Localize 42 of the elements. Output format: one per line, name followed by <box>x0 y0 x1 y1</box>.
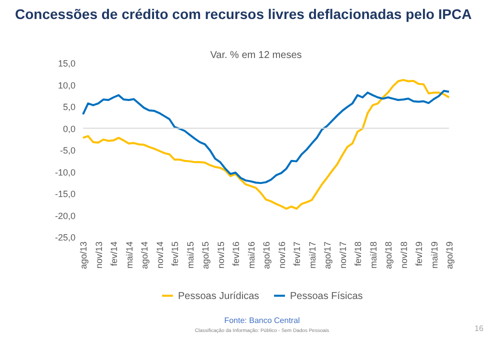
y-tick-label: 5,0 <box>62 102 76 112</box>
x-tick-label: fev/18 <box>353 242 363 266</box>
x-tick-label: fev/16 <box>231 242 241 266</box>
y-tick-label: -5,0 <box>60 146 76 156</box>
y-tick-label: -20,0 <box>54 210 76 221</box>
x-tick-label: ago/13 <box>78 242 88 270</box>
source-note: Fonte: Banco Central <box>224 316 300 325</box>
x-tick-label: fev/15 <box>170 242 180 266</box>
x-tick-label: ago/15 <box>200 242 210 270</box>
x-tick-label: mai/18 <box>368 242 378 269</box>
x-tick-label: fev/19 <box>414 242 424 266</box>
x-tick-label: nov/13 <box>94 242 104 269</box>
x-tick-label: ago/18 <box>384 242 394 270</box>
x-tick-label: ago/16 <box>262 242 272 270</box>
x-tick-label: ago/14 <box>140 242 150 270</box>
x-tick-label: nov/18 <box>398 242 409 269</box>
y-tick-label: 10,0 <box>58 80 76 90</box>
legend-label: Pessoas Físicas <box>290 290 363 302</box>
y-tick-label: 15,0 <box>58 58 76 68</box>
x-tick-label: nov/16 <box>276 242 287 269</box>
line-series <box>82 90 450 184</box>
x-tick-label: nov/15 <box>216 242 226 269</box>
y-tick-label: 0,0 <box>62 124 76 134</box>
y-tick-label: -10,0 <box>54 167 76 178</box>
y-tick-label: -25,0 <box>54 232 76 242</box>
x-tick-label: mai/19 <box>429 242 440 269</box>
x-tick-label: ago/19 <box>444 242 454 270</box>
x-tick-label: ago/17 <box>322 242 332 270</box>
x-tick-label: mai/14 <box>124 242 134 269</box>
x-tick-label: nov/17 <box>338 242 348 269</box>
y-tick-label: -15,0 <box>54 189 76 199</box>
x-tick-label: fev/17 <box>292 242 302 266</box>
x-tick-label: fev/14 <box>109 242 119 266</box>
chart-subtitle: Var. % em 12 meses <box>210 50 302 61</box>
chart-title: Concessões de crédito com recursos livres deflacionadas pelo IPCA <box>15 6 472 22</box>
x-tick-label: mai/15 <box>185 242 196 269</box>
x-tick-label: mai/16 <box>246 242 256 269</box>
legend-label: Pessoas Jurídicas <box>178 290 260 302</box>
x-tick-label: mai/17 <box>307 242 318 269</box>
line-series <box>82 78 450 210</box>
text: 16 <box>474 324 484 333</box>
x-tick-label: nov/14 <box>154 242 165 269</box>
